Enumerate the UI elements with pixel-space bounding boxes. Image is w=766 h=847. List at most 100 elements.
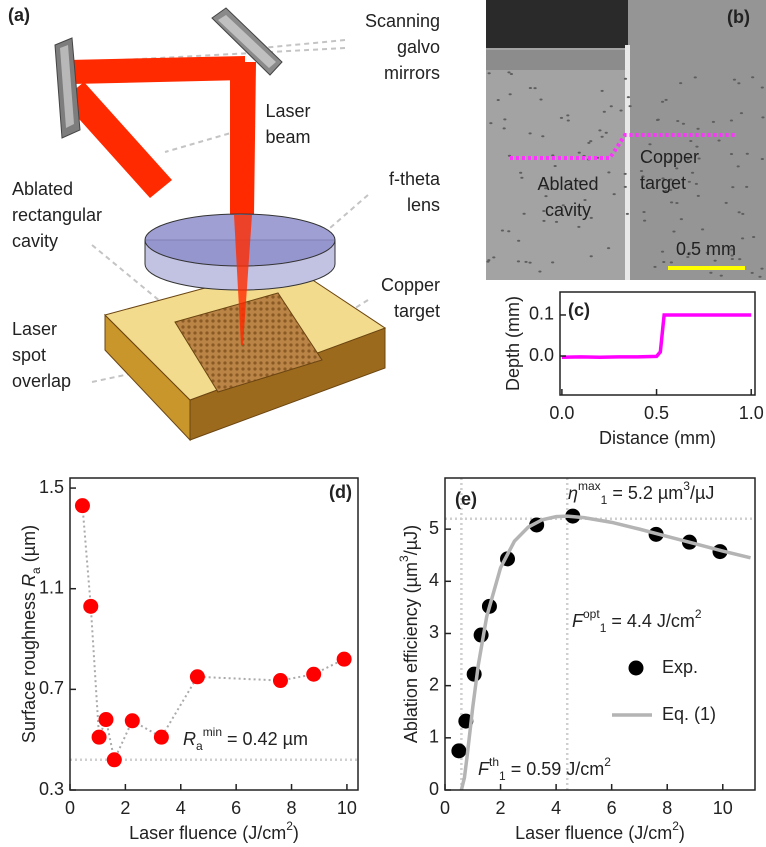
data-point	[83, 599, 98, 614]
texture	[619, 110, 622, 112]
annotation: beam	[265, 127, 310, 147]
texture	[488, 72, 491, 74]
label-part: min	[203, 725, 222, 739]
texture	[689, 140, 692, 142]
sem-wall	[486, 50, 627, 70]
data-point	[451, 743, 466, 758]
annotation: Fopt1 = 4.4 J/cm2	[572, 607, 702, 635]
texture	[670, 201, 673, 203]
y-axis-label: Ablation efficiency (µm3/µJ)	[397, 525, 421, 743]
texture	[501, 230, 504, 232]
x-tick-label: 0	[65, 798, 75, 818]
texture	[741, 237, 744, 239]
y-axis-label: Depth (mm)	[503, 296, 523, 391]
y-tick-label: 2	[429, 674, 439, 694]
y-tick-label: 0.7	[39, 678, 64, 698]
annotation: Ramin = 0.42 µm	[183, 725, 308, 753]
panel-label: (e)	[455, 489, 477, 509]
y-tick-label: 5	[429, 518, 439, 538]
label-part: (µm)	[19, 525, 39, 567]
texture	[542, 220, 545, 222]
texture	[738, 258, 741, 260]
sem-edge	[625, 45, 630, 280]
annotation: cavity	[545, 200, 591, 220]
texture	[628, 105, 631, 107]
texture	[489, 122, 492, 124]
texture	[533, 87, 536, 89]
x-axis-label: Laser fluence (J/cm2)	[129, 819, 299, 843]
texture	[607, 247, 610, 249]
laser-beam	[230, 62, 256, 215]
label-part: max	[578, 479, 601, 493]
annotation: Laser	[265, 101, 310, 121]
x-tick-label: 4	[551, 798, 561, 818]
texture	[643, 220, 646, 222]
x-tick-label: 0	[440, 798, 450, 818]
texture	[560, 117, 563, 119]
texture	[555, 221, 558, 223]
texture	[675, 202, 678, 204]
texture	[675, 167, 678, 169]
texture	[626, 213, 629, 215]
texture	[607, 171, 610, 173]
texture	[730, 153, 733, 155]
y-tick-label: 1.1	[39, 577, 64, 597]
annotation: f-theta	[389, 169, 441, 189]
texture	[761, 86, 764, 88]
texture	[487, 259, 490, 261]
page: (a)ScanninggalvomirrorsLaserbeamf-thetal…	[0, 0, 766, 847]
data-point	[273, 673, 288, 688]
label-part: a	[196, 739, 203, 753]
texture	[761, 116, 764, 118]
texture	[510, 73, 513, 75]
texture	[701, 228, 704, 230]
texture	[589, 140, 592, 142]
x-tick-label: 2	[496, 798, 506, 818]
texture	[725, 202, 728, 204]
y-tick-label: 0.3	[39, 779, 64, 799]
plot-frame	[70, 478, 358, 790]
texture	[522, 213, 525, 215]
texture	[695, 183, 698, 185]
data-line	[461, 516, 750, 790]
annotation: Ablated	[537, 174, 598, 194]
texture	[503, 118, 506, 120]
x-axis-label: Laser fluence (J/cm2)	[515, 819, 685, 843]
texture	[539, 99, 542, 101]
texture	[691, 172, 694, 174]
texture	[601, 136, 604, 138]
annotation: Laser	[12, 319, 57, 339]
texture	[601, 90, 604, 92]
texture	[717, 139, 720, 141]
texture	[541, 135, 544, 137]
annotation: rectangular	[12, 205, 102, 225]
texture	[524, 261, 527, 263]
texture	[662, 261, 665, 263]
legend-label: Eq. (1)	[662, 704, 716, 724]
texture	[741, 213, 744, 215]
legend-label: Exp.	[662, 657, 698, 677]
label-part: th	[489, 755, 499, 769]
annotation: cavity	[12, 231, 58, 251]
texture	[598, 129, 601, 131]
texture	[682, 123, 685, 125]
texture	[603, 111, 606, 113]
label-part: 2	[604, 755, 611, 769]
texture	[694, 76, 697, 78]
label-part: opt	[583, 607, 600, 621]
leader-line	[330, 195, 368, 228]
annotation: Scanning	[365, 11, 440, 31]
texture	[751, 272, 754, 274]
y-tick-label: 1.5	[39, 477, 64, 497]
texture	[745, 186, 748, 188]
texture	[664, 99, 667, 101]
annotation: mirrors	[384, 63, 440, 83]
label-part: 2	[695, 607, 702, 621]
texture	[737, 82, 740, 84]
texture	[567, 120, 570, 122]
texture	[566, 114, 569, 116]
label-part: R	[183, 729, 196, 749]
label-part: /µJ)	[401, 525, 421, 555]
data-point	[107, 752, 122, 767]
texture	[544, 195, 547, 197]
